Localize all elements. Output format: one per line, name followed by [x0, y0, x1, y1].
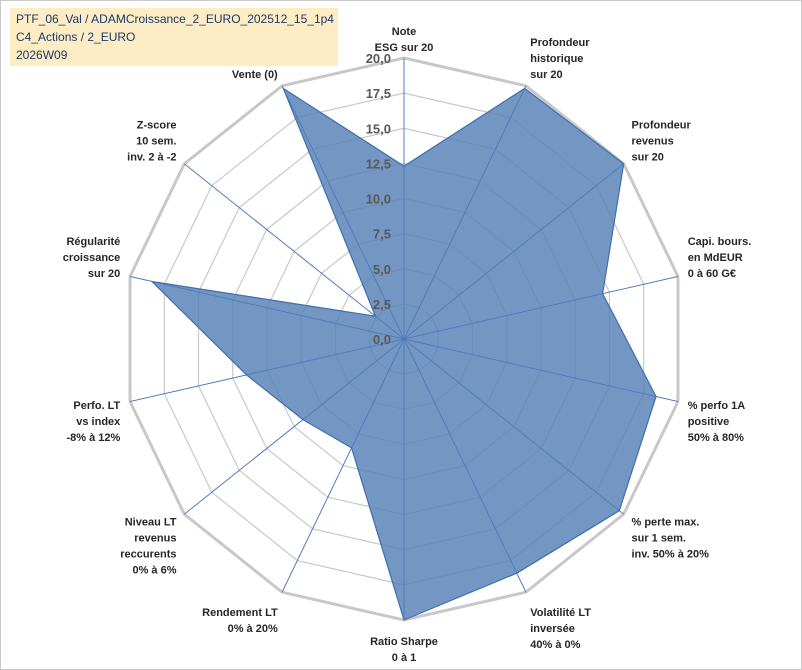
axis-label-line: 0 à 60 G€: [688, 268, 736, 280]
axis-label-line: inv. 50% à 20%: [632, 548, 710, 560]
axis-label-group: % perfo 1A positive 50% à 80%: [688, 400, 746, 444]
axis-spoke-overlay: [403, 338, 679, 402]
tick-label: 5,0: [373, 262, 391, 277]
radar-ticks: 0,0 2,5 5,0 7,5 10,0 12,5 15,0 17,5 20,0: [366, 51, 391, 347]
axis-label-line: % perfo 1A: [688, 400, 746, 412]
axis-spoke-overlay: [184, 338, 405, 515]
axis-label-line: Rendement LT: [202, 607, 278, 619]
title-line-1: PTF_06_Val / ADAMCroissance_2_EURO_20251…: [16, 12, 334, 26]
axis-label-line: sur 1 sem.: [632, 532, 686, 544]
axis-spoke-overlay: [403, 85, 527, 340]
axis-spoke-overlay: [403, 163, 624, 340]
axis-label-line: revenus: [134, 532, 176, 544]
axis-label-line: -8% à 12%: [66, 432, 120, 444]
axis-label-line: 50% à 80%: [688, 432, 744, 444]
axis-label-line: 0 à 1: [392, 652, 416, 664]
axis-label-line: sur 20: [632, 152, 664, 164]
axis-label-line: Capi. bours.: [688, 236, 752, 248]
axis-label-line: revenus: [632, 136, 674, 148]
tick-label: 15,0: [366, 121, 391, 136]
tick-label: 10,0: [366, 192, 391, 207]
axis-label-group: Rendement LT 0% à 20%: [202, 607, 278, 635]
chart-title-box: PTF_06_Val / ADAMCroissance_2_EURO_20251…: [10, 8, 338, 66]
axis-label-line: Profondeur: [530, 37, 590, 49]
axis-label-group: % perte max. sur 1 sem. inv. 50% à 20%: [632, 516, 710, 560]
axis-spoke-overlay: [184, 163, 405, 340]
tick-label: 0,0: [373, 332, 391, 347]
axis-label-group: Capi. bours. en MdEUR 0 à 60 G€: [688, 236, 752, 280]
axis-label-group: Volatilité LT inversée 40% à 0%: [530, 607, 591, 651]
axis-label-line: 10 sem.: [136, 136, 176, 148]
axis-label-line: 0% à 6%: [132, 564, 176, 576]
tick-label: 2,5: [373, 297, 391, 312]
title-line-2: C4_Actions / 2_EURO: [16, 30, 136, 44]
axis-label-group: Niveau LT revenus reccurents 0% à 6%: [120, 516, 177, 576]
axis-label-line: Vente (0): [232, 69, 278, 81]
axis-label-line: sur 20: [530, 69, 562, 81]
axis-label-line: sur 20: [88, 268, 120, 280]
axis-spoke-overlay: [281, 85, 405, 340]
axis-label-group: Profondeur revenus sur 20: [632, 120, 692, 164]
title-line-3: 2026W09: [16, 48, 68, 62]
axis-label-line: Régularité: [66, 236, 120, 248]
axis-spoke-overlay: [403, 338, 527, 593]
axis-label-line: Ratio Sharpe: [370, 636, 438, 648]
axis-label-line: 0% à 20%: [228, 623, 278, 635]
axis-label-group: Ratio Sharpe 0 à 1: [370, 636, 438, 664]
axis-spoke-overlay: [281, 338, 405, 593]
axis-label-line: Volatilité LT: [530, 607, 591, 619]
axis-label-line: Perfo. LT: [73, 400, 120, 412]
axis-label-group: Perfo. LT vs index -8% à 12%: [66, 400, 121, 444]
axis-label-line: positive: [688, 416, 730, 428]
axis-label-line: 40% à 0%: [530, 639, 580, 651]
radar-series: [129, 58, 679, 621]
tick-label: 12,5: [366, 156, 391, 171]
axis-label-line: Profondeur: [632, 120, 692, 132]
axis-spoke-overlay: [129, 338, 405, 402]
axis-spoke-overlay: [403, 276, 679, 340]
axis-label-line: historique: [530, 53, 583, 65]
axis-label-line: Note: [392, 26, 416, 38]
axis-label-group: Note ESG sur 20: [375, 26, 434, 54]
axis-label-line: vs index: [76, 416, 121, 428]
axis-label-line: ESG sur 20: [375, 42, 434, 54]
axis-label-group: Régularité croissance sur 20: [63, 236, 120, 280]
tick-label: 20,0: [366, 51, 391, 66]
axis-label-line: en MdEUR: [688, 252, 743, 264]
axis-label-line: croissance: [63, 252, 120, 264]
axis-spoke-overlay: [403, 338, 624, 515]
tick-label: 17,5: [366, 86, 391, 101]
axis-label-line: inversée: [530, 623, 575, 635]
axis-label-group: Z-score 10 sem. inv. 2 à -2: [127, 120, 176, 164]
axis-label-group: Profondeur historique sur 20: [530, 37, 590, 81]
axis-label-line: Niveau LT: [125, 516, 177, 528]
axis-label-line: reccurents: [120, 548, 176, 560]
axis-label-line: Z-score: [137, 120, 177, 132]
tick-label: 7,5: [373, 227, 391, 242]
axis-label-line: % perte max.: [632, 516, 700, 528]
axis-spoke-overlay: [129, 276, 405, 340]
axis-label-line: inv. 2 à -2: [127, 152, 176, 164]
